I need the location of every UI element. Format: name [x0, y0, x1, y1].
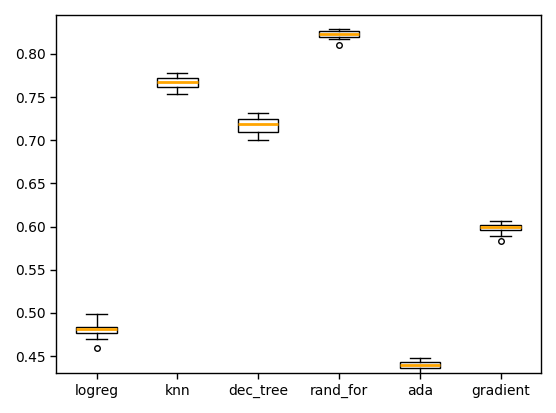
PathPatch shape [238, 119, 279, 132]
PathPatch shape [400, 362, 440, 368]
PathPatch shape [157, 78, 197, 87]
PathPatch shape [319, 31, 359, 37]
PathPatch shape [76, 327, 117, 333]
PathPatch shape [480, 225, 521, 230]
